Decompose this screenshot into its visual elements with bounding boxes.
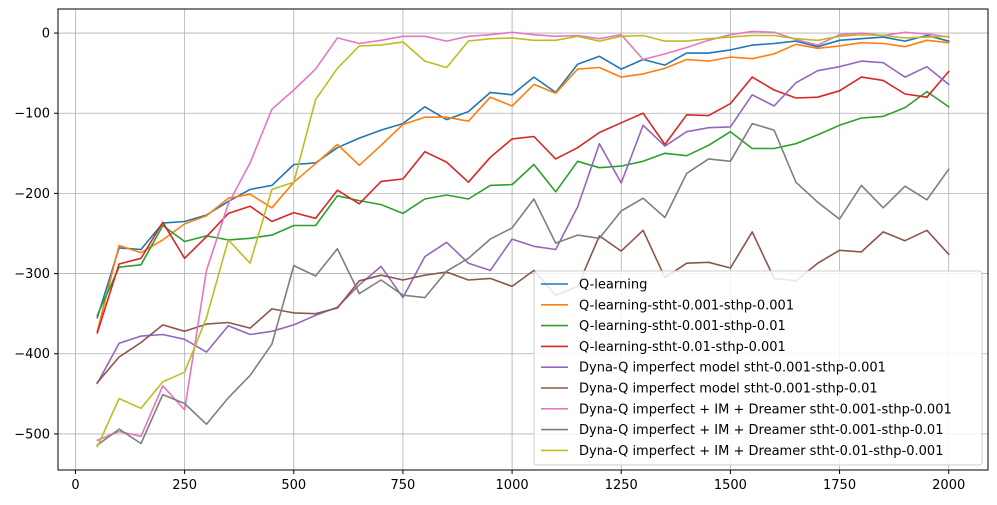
series-line-2 [96, 39, 950, 333]
series-line-3 [96, 90, 950, 317]
x-tick-label: 1250 [605, 478, 638, 493]
x-tick-label: 1000 [496, 478, 529, 493]
legend-label: Dyna-Q imperfect model stht-0.001-sthp-0… [579, 382, 878, 397]
y-tick-label: −100 [14, 107, 50, 122]
plot-frame [57, 8, 989, 471]
series-line-8 [96, 122, 950, 447]
legend-label: Q-learning-stht-0.001-sthp-0.001 [579, 298, 794, 313]
legend-label: Dyna-Q imperfect + IM + Dreamer stht-0.0… [579, 402, 952, 417]
legend-label: Dyna-Q imperfect model stht-0.001-sthp-0… [579, 361, 886, 376]
x-tick-label: 1500 [714, 478, 747, 493]
series-lines [96, 30, 950, 448]
series-line-5 [96, 60, 950, 385]
y-tick-label: −500 [14, 427, 50, 442]
legend: Q-learning Q-learning-stht-0.001-sthp-0.0… [533, 270, 983, 466]
y-tick-label: −300 [14, 267, 50, 282]
series-line-9 [96, 33, 950, 448]
y-tick-label: −400 [14, 347, 50, 362]
series-line-4 [96, 70, 950, 334]
y-tick-label: 0 [42, 27, 50, 42]
y-axis: 0 −100 −200 −300 −400 −500 [14, 27, 58, 442]
x-tick-label: 0 [71, 478, 79, 493]
y-tick-label: −200 [14, 187, 50, 202]
x-tick-label: 750 [391, 478, 416, 493]
series-line-7 [96, 30, 950, 442]
x-axis: 0 250 500 750 1000 1250 1500 1750 2000 [71, 470, 965, 493]
x-tick-label: 250 [172, 478, 197, 493]
legend-label: Dyna-Q imperfect + IM + Dreamer stht-0.0… [579, 423, 943, 438]
x-tick-label: 2000 [932, 478, 965, 493]
legend-label: Q-learning-stht-0.001-sthp-0.01 [579, 319, 786, 334]
legend-label: Dyna-Q imperfect + IM + Dreamer stht-0.0… [579, 444, 943, 459]
legend-box [533, 270, 983, 466]
x-tick-label: 1750 [823, 478, 856, 493]
legend-label: Q-learning [579, 278, 647, 293]
x-tick-label: 500 [281, 478, 306, 493]
legend-label: Q-learning-stht-0.01-sthp-0.001 [579, 340, 786, 355]
